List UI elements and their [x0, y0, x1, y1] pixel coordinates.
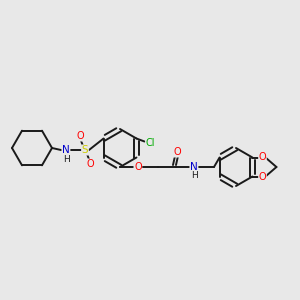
Text: O: O [173, 147, 181, 157]
Text: O: O [259, 172, 266, 182]
Text: H: H [190, 172, 197, 181]
Text: S: S [82, 145, 88, 155]
Text: O: O [134, 162, 142, 172]
Text: O: O [76, 131, 84, 141]
Text: N: N [62, 145, 70, 155]
Text: O: O [86, 159, 94, 169]
Text: N: N [190, 162, 198, 172]
Text: Cl: Cl [146, 137, 155, 148]
Text: O: O [259, 152, 266, 163]
Text: H: H [63, 154, 69, 164]
